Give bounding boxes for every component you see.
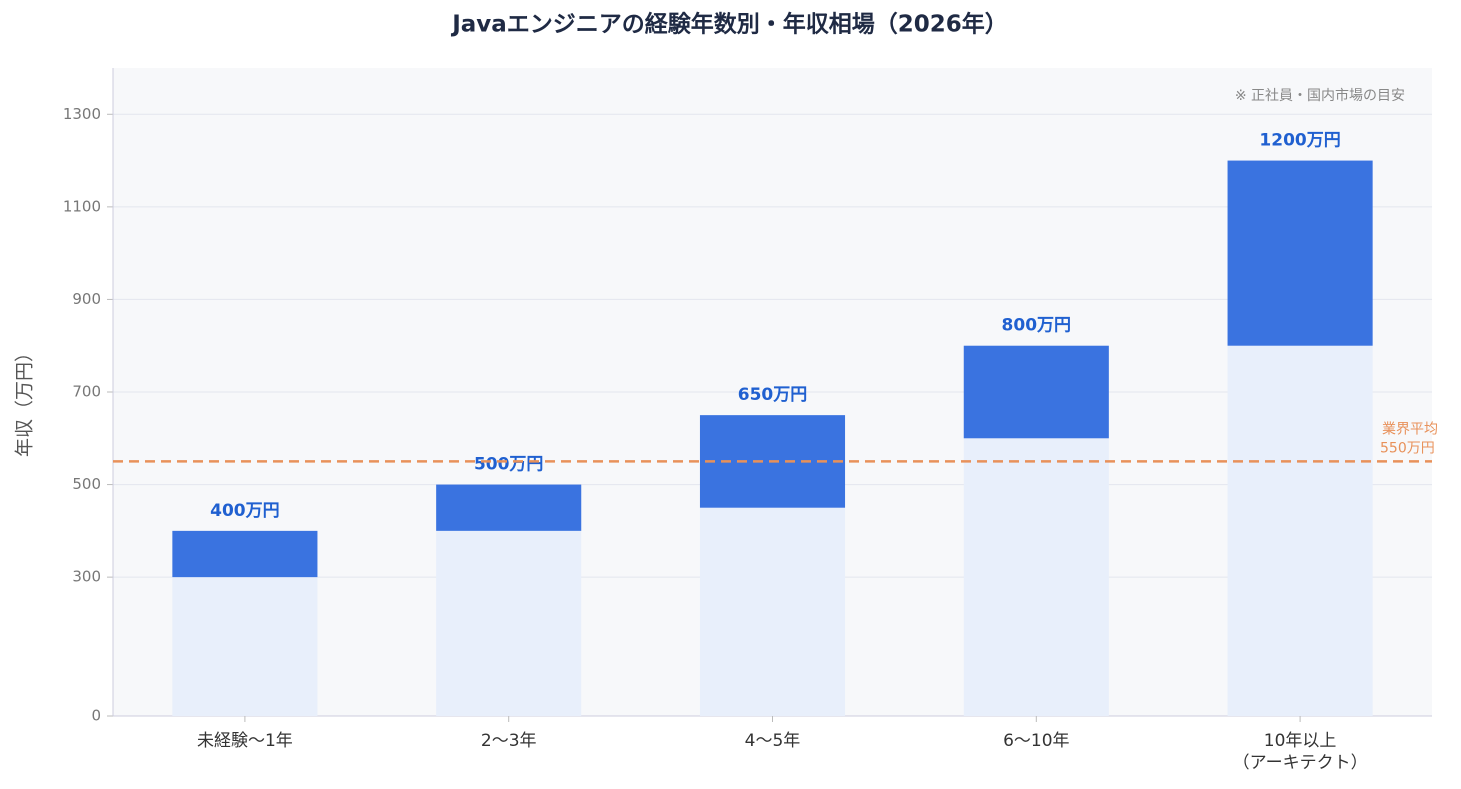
y-tick-label: 0 — [91, 707, 101, 725]
y-tick-label: 1300 — [63, 105, 101, 123]
bar-base — [436, 530, 582, 716]
value-label: 400万円 — [210, 501, 280, 521]
bar-base — [1227, 345, 1373, 716]
x-tick-label: 4〜5年 — [745, 731, 801, 751]
value-label: 800万円 — [1002, 316, 1072, 336]
note: ※ 正社員・国内市場の目安 — [1235, 87, 1405, 104]
bar-base — [172, 577, 318, 716]
x-tick-label: 未経験〜1年 — [197, 731, 293, 751]
bar-range — [436, 484, 582, 531]
x-tick-label: 2〜3年 — [481, 731, 537, 751]
bar-range — [1227, 160, 1373, 346]
bar-base — [699, 507, 846, 716]
y-tick-label: 1100 — [63, 197, 101, 215]
bar-range — [963, 345, 1109, 439]
value-label: 1200万円 — [1259, 131, 1340, 151]
bar-base — [963, 438, 1109, 716]
y-tick-label: 900 — [72, 290, 101, 308]
chart-title: Javaエンジニアの経験年数別・年収相場（2026年） — [450, 11, 1008, 38]
y-tick-label: 700 — [72, 383, 101, 401]
bar-range — [172, 530, 318, 578]
x-tick-label: 10年以上（アーキテクト） — [1233, 731, 1368, 773]
value-label: 500万円 — [474, 455, 544, 475]
x-tick-label: 6〜10年 — [1003, 731, 1069, 751]
y-tick-label: 500 — [72, 475, 101, 493]
reference-value-label: 550万円 — [1380, 440, 1435, 456]
reference-label: 業界平均 — [1382, 421, 1438, 437]
y-tick-label: 300 — [72, 568, 101, 586]
y-axis-title: 年収（万円） — [14, 343, 36, 457]
value-label: 650万円 — [738, 385, 808, 405]
